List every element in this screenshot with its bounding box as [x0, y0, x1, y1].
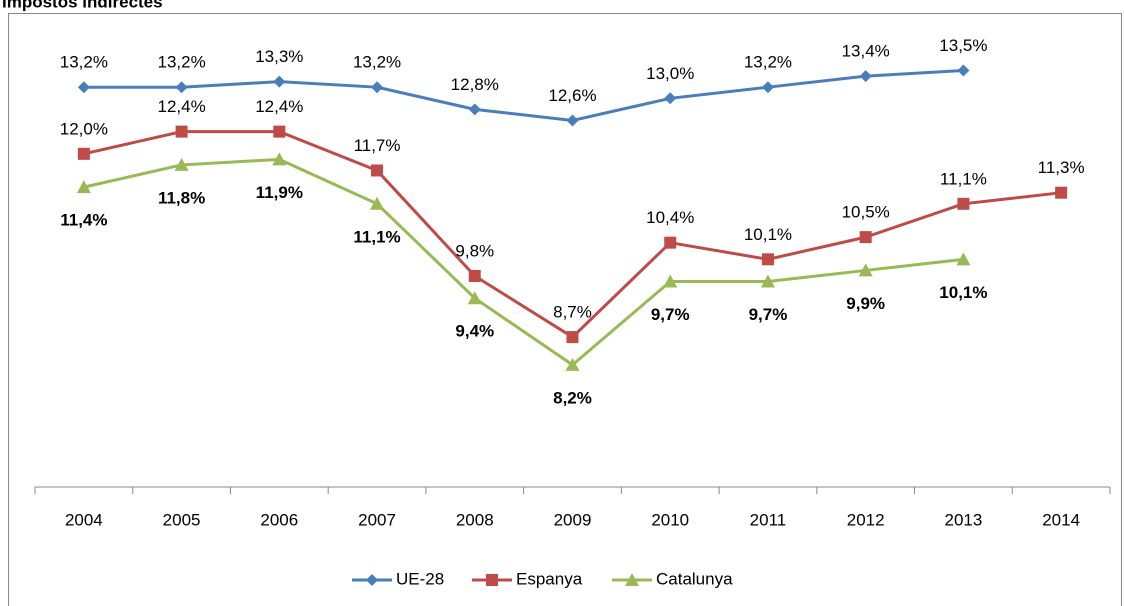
- chart-frame: [8, 13, 1122, 606]
- data-label: 11,1%: [940, 169, 987, 188]
- data-point: [957, 197, 970, 210]
- x-tick-label: 2014: [1042, 510, 1080, 529]
- data-label: 9,9%: [846, 294, 885, 313]
- data-label: 11,9%: [256, 183, 303, 202]
- data-point: [174, 157, 189, 171]
- data-label: 10,5%: [842, 203, 890, 222]
- data-label: 9,7%: [749, 305, 788, 324]
- data-point: [761, 81, 774, 94]
- data-label: 8,2%: [553, 388, 592, 407]
- data-label: 13,2%: [744, 53, 792, 72]
- data-label: 13,2%: [157, 53, 205, 72]
- data-point: [370, 196, 385, 210]
- data-label: 12,4%: [255, 97, 303, 116]
- data-point: [760, 274, 775, 288]
- series-line: [83, 69, 964, 123]
- data-point: [859, 70, 872, 83]
- data-label: 13,0%: [646, 64, 694, 83]
- data-label: 13,3%: [255, 47, 303, 66]
- series-line: [83, 157, 964, 367]
- x-tick-label: 2007: [358, 510, 396, 529]
- data-label: 9,7%: [651, 305, 690, 324]
- data-point: [664, 236, 677, 249]
- data-label: 11,1%: [353, 227, 400, 246]
- data-label: 11,4%: [60, 211, 107, 230]
- data-label: 12,8%: [451, 75, 499, 94]
- x-tick-label: 2013: [944, 510, 982, 529]
- legend-label: UE-28: [396, 569, 444, 588]
- data-point: [664, 92, 677, 105]
- data-label: 9,4%: [455, 322, 494, 341]
- data-point: [371, 164, 384, 177]
- data-label: 9,8%: [455, 241, 494, 260]
- data-label: 10,1%: [744, 225, 792, 244]
- data-point: [77, 81, 90, 94]
- legend-marker: [486, 574, 498, 586]
- x-tick-label: 2012: [847, 510, 885, 529]
- data-point: [77, 147, 90, 160]
- data-point: [1055, 186, 1068, 199]
- data-label: 10,1%: [939, 283, 987, 302]
- data-label: 13,2%: [60, 53, 108, 72]
- x-tick-label: 2011: [750, 510, 787, 529]
- legend-marker: [366, 574, 378, 586]
- data-point: [761, 253, 774, 266]
- data-point: [272, 152, 287, 166]
- data-label: 12,6%: [548, 86, 596, 105]
- data-point: [273, 125, 286, 138]
- x-tick-label: 2009: [554, 510, 592, 529]
- data-label: 12,4%: [157, 97, 205, 116]
- data-label: 13,5%: [939, 36, 987, 55]
- data-point: [858, 263, 873, 277]
- data-point: [371, 81, 384, 94]
- legend-label: Espanya: [516, 569, 583, 588]
- data-label: 11,7%: [354, 136, 401, 155]
- data-point: [859, 231, 872, 244]
- data-point: [467, 291, 482, 305]
- x-tick-label: 2004: [65, 510, 103, 529]
- data-label: 12,0%: [60, 119, 108, 138]
- data-point: [956, 252, 971, 266]
- x-tick-label: 2005: [163, 510, 201, 529]
- data-point: [565, 357, 580, 371]
- x-tick-label: 2010: [651, 510, 689, 529]
- data-point: [76, 180, 91, 194]
- data-point: [566, 114, 579, 127]
- data-label: 8,7%: [553, 303, 592, 322]
- data-point: [468, 269, 481, 282]
- x-tick-label: 2006: [260, 510, 298, 529]
- data-label: 11,8%: [158, 188, 205, 207]
- legend-marker: [625, 573, 639, 586]
- data-point: [175, 125, 188, 138]
- data-label: 13,2%: [353, 53, 401, 72]
- x-tick-label: 2008: [456, 510, 494, 529]
- data-point: [663, 274, 678, 288]
- data-label: 11,3%: [1038, 158, 1085, 177]
- data-point: [273, 75, 286, 88]
- data-label: 13,4%: [842, 42, 890, 61]
- data-label: 10,4%: [646, 208, 694, 227]
- legend-label: Catalunya: [656, 569, 733, 588]
- data-point: [957, 64, 970, 77]
- chart-title: Impostos indirectes: [2, 0, 163, 11]
- data-point: [566, 331, 579, 344]
- data-point: [468, 103, 481, 116]
- data-point: [175, 81, 188, 94]
